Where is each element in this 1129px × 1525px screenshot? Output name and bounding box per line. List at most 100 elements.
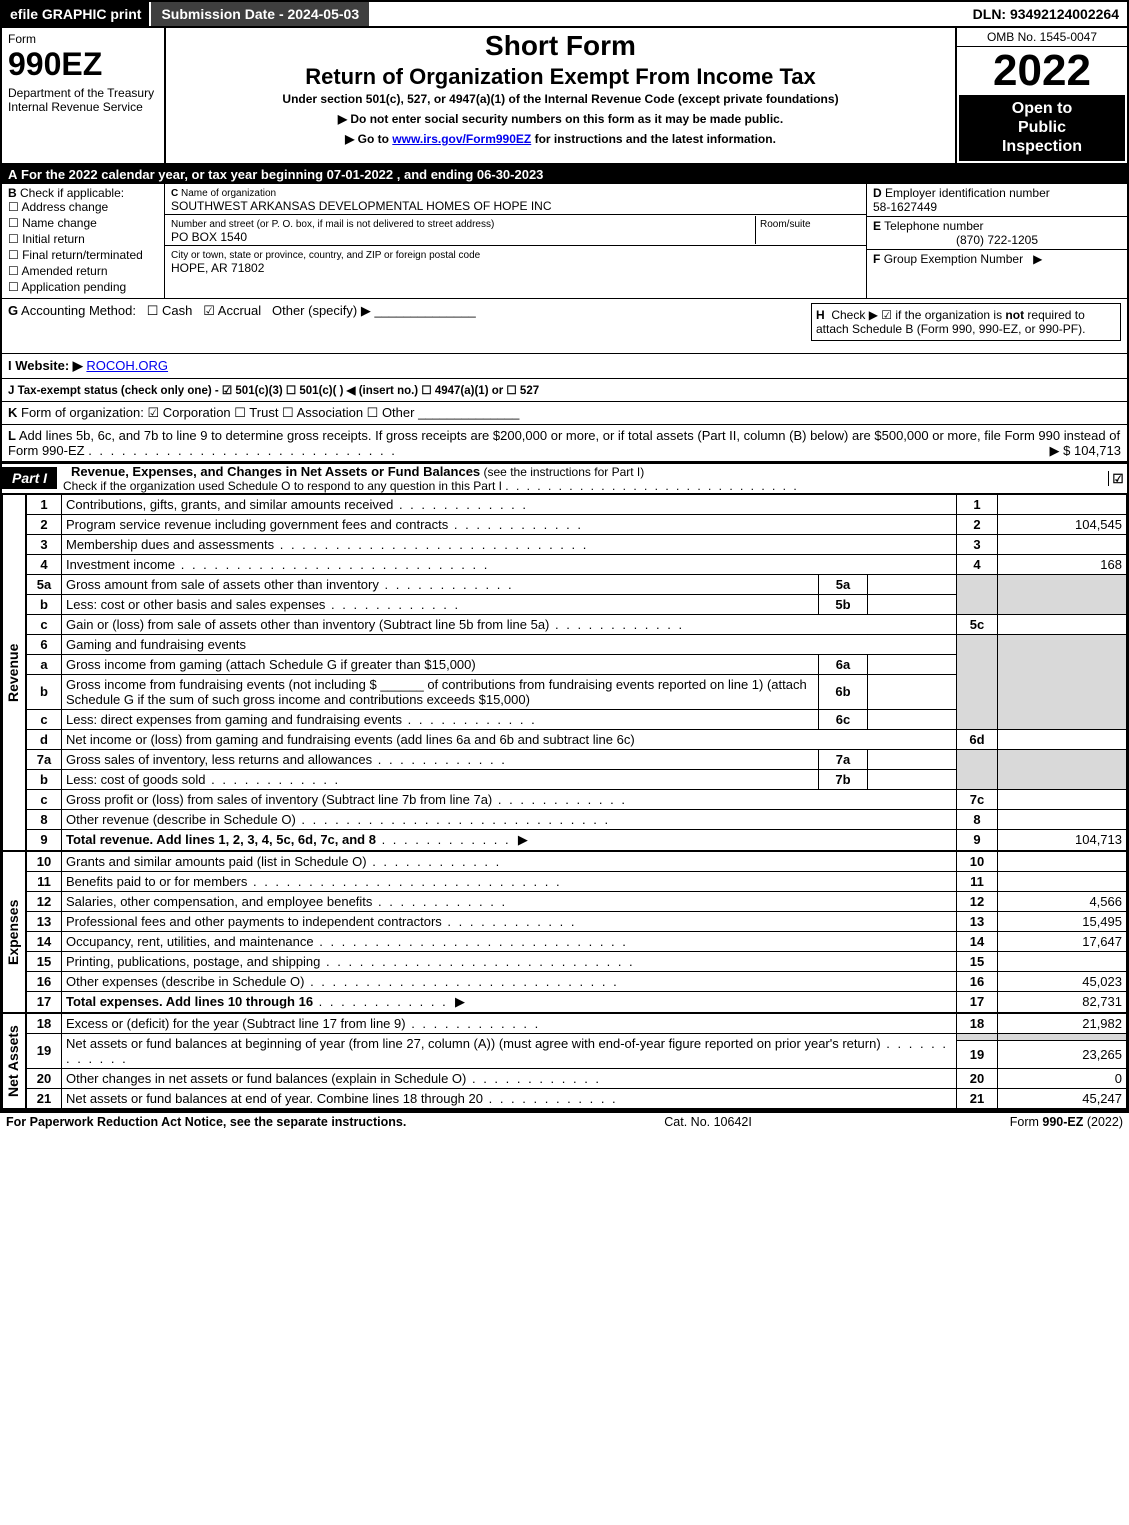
- row-l: L Add lines 5b, 6c, and 7b to line 9 to …: [2, 425, 1127, 462]
- name-lbl: Name of organization: [181, 188, 276, 199]
- omb-number: OMB No. 1545-0047: [957, 28, 1127, 47]
- line-15: 15Printing, publications, postage, and s…: [27, 951, 1127, 971]
- form-header: Form 990EZ Department of the Treasury In…: [2, 28, 1127, 165]
- submission-date: Submission Date - 2024-05-03: [149, 2, 371, 26]
- e-lbl: Telephone number: [884, 219, 983, 233]
- g-label: G: [8, 303, 18, 318]
- org-name: SOUTHWEST ARKANSAS DEVELOPMENTAL HOMES O…: [171, 199, 552, 213]
- dots-p1: [505, 479, 798, 493]
- row-a-text: For the 2022 calendar year, or tax year …: [21, 167, 543, 182]
- f-arrow: ▶: [1033, 252, 1042, 266]
- room-lbl: Room/suite: [760, 219, 811, 230]
- instr-2-pre: ▶ Go to: [345, 132, 392, 146]
- k-label: K: [8, 405, 17, 420]
- header-right: OMB No. 1545-0047 2022 Open to Public In…: [955, 28, 1127, 163]
- org-addr: PO BOX 1540: [171, 230, 247, 244]
- part-1-label: Part I: [2, 467, 57, 489]
- chk-final-return[interactable]: ☐ Final return/terminated: [8, 248, 158, 262]
- section-bcdef: B Check if applicable: ☐ Address change …: [2, 184, 1127, 299]
- line-18: 18Excess or (deficit) for the year (Subt…: [27, 1013, 1127, 1033]
- row-i: I Website: ▶ ROCOH.ORG: [2, 354, 1127, 379]
- cell-f: F Group Exemption Number ▶: [867, 250, 1127, 268]
- header-left: Form 990EZ Department of the Treasury In…: [2, 28, 166, 163]
- form-word: Form: [8, 32, 158, 46]
- d-label: D: [873, 186, 882, 200]
- org-city: HOPE, AR 71802: [171, 261, 264, 275]
- line-14: 14Occupancy, rent, utilities, and mainte…: [27, 931, 1127, 951]
- chk-name-change[interactable]: ☐ Name change: [8, 216, 158, 230]
- dept-label: Department of the Treasury Internal Reve…: [8, 86, 158, 114]
- addr-cell: Number and street (or P. O. box, if mail…: [165, 215, 866, 246]
- website-link[interactable]: ROCOH.ORG: [86, 358, 168, 373]
- tax-year: 2022: [957, 47, 1127, 95]
- irs-link[interactable]: www.irs.gov/Form990EZ: [392, 132, 531, 146]
- revenue-side-label: Revenue: [2, 494, 26, 851]
- j-text: Tax-exempt status (check only one) - ☑ 5…: [18, 385, 540, 397]
- expenses-side-label: Expenses: [2, 851, 26, 1013]
- d-lbl: Employer identification number: [885, 186, 1050, 200]
- h-label: H: [816, 308, 825, 322]
- col-def: D Employer identification number 58-1627…: [866, 184, 1127, 298]
- open-line2: Public: [963, 118, 1121, 137]
- g-cash: Cash: [162, 303, 192, 318]
- e-label: E: [873, 219, 881, 233]
- main-title: Return of Organization Exempt From Incom…: [172, 64, 949, 90]
- instr-2-post: for instructions and the latest informat…: [531, 132, 776, 146]
- addr-lbl: Number and street (or P. O. box, if mail…: [171, 219, 494, 230]
- row-g: G Accounting Method: ☐ Cash ☑ Accrual Ot…: [2, 299, 1127, 354]
- net-assets-section: Net Assets 18Excess or (deficit) for the…: [2, 1013, 1127, 1109]
- row-k: K Form of organization: ☑ Corporation ☐ …: [2, 402, 1127, 425]
- line-20: 20Other changes in net assets or fund ba…: [27, 1068, 1127, 1088]
- cell-e: E Telephone number (870) 722-1205: [867, 217, 1127, 250]
- instr-1: ▶ Do not enter social security numbers o…: [172, 112, 949, 126]
- dln-label: DLN: 93492124002264: [965, 2, 1127, 26]
- col-b: B Check if applicable: ☐ Address change …: [2, 184, 165, 298]
- line-11: 11Benefits paid to or for members11: [27, 871, 1127, 891]
- line-19: 19Net assets or fund balances at beginni…: [27, 1033, 1127, 1040]
- line-4: 4Investment income4168: [27, 554, 1127, 574]
- g-other: Other (specify) ▶: [272, 303, 371, 318]
- open-to-public: Open to Public Inspection: [959, 95, 1125, 161]
- line-17: 17Total expenses. Add lines 10 through 1…: [27, 991, 1127, 1012]
- net-assets-table: 18Excess or (deficit) for the year (Subt…: [26, 1013, 1127, 1109]
- col-c-label: C: [171, 188, 178, 199]
- subtitle: Under section 501(c), 527, or 4947(a)(1)…: [172, 92, 949, 106]
- form-container: efile GRAPHIC print Submission Date - 20…: [0, 0, 1129, 1111]
- revenue-table: 1Contributions, gifts, grants, and simil…: [26, 494, 1127, 851]
- line-16: 16Other expenses (describe in Schedule O…: [27, 971, 1127, 991]
- h-text: Check ▶ ☑ if the organization is: [831, 308, 1005, 322]
- phone-value: (870) 722-1205: [956, 233, 1038, 247]
- top-bar: efile GRAPHIC print Submission Date - 20…: [2, 2, 1127, 28]
- row-a-label: A: [8, 167, 17, 182]
- col-c: C Name of organization SOUTHWEST ARKANSA…: [165, 184, 866, 298]
- open-line3: Inspection: [963, 137, 1121, 156]
- city-cell: City or town, state or province, country…: [165, 246, 866, 276]
- open-line1: Open to: [963, 99, 1121, 118]
- chk-application-pending[interactable]: ☐ Application pending: [8, 280, 158, 294]
- org-name-cell: C Name of organization SOUTHWEST ARKANSA…: [165, 184, 866, 215]
- row-a: A For the 2022 calendar year, or tax yea…: [2, 165, 1127, 184]
- line-6: 6Gaming and fundraising events: [27, 634, 1127, 654]
- j-label: J: [8, 385, 14, 397]
- line-8: 8Other revenue (describe in Schedule O)8: [27, 809, 1127, 829]
- k-text: Form of organization: ☑ Corporation ☐ Tr…: [21, 405, 414, 420]
- chk-amended-return[interactable]: ☐ Amended return: [8, 264, 158, 278]
- ein-value: 58-1627449: [873, 200, 937, 214]
- line-5c: cGain or (loss) from sale of assets othe…: [27, 614, 1127, 634]
- h-not: not: [1005, 308, 1024, 322]
- footer-right: Form 990-EZ (2022): [1010, 1115, 1123, 1129]
- line-6d: dNet income or (loss) from gaming and fu…: [27, 729, 1127, 749]
- col-b-lead: Check if applicable:: [20, 186, 124, 200]
- revenue-section: Revenue 1Contributions, gifts, grants, a…: [2, 494, 1127, 851]
- short-form-title: Short Form: [172, 30, 949, 62]
- line-2: 2Program service revenue including gover…: [27, 514, 1127, 534]
- line-7c: cGross profit or (loss) from sales of in…: [27, 789, 1127, 809]
- l-amount: ▶ $ 104,713: [1050, 443, 1121, 459]
- line-3: 3Membership dues and assessments3: [27, 534, 1127, 554]
- chk-address-change[interactable]: ☐ Address change: [8, 200, 158, 214]
- city-lbl: City or town, state or province, country…: [171, 250, 480, 261]
- form-number: 990EZ: [8, 48, 158, 80]
- part-1-paren: (see the instructions for Part I): [484, 465, 645, 479]
- line-13: 13Professional fees and other payments t…: [27, 911, 1127, 931]
- chk-initial-return[interactable]: ☐ Initial return: [8, 232, 158, 246]
